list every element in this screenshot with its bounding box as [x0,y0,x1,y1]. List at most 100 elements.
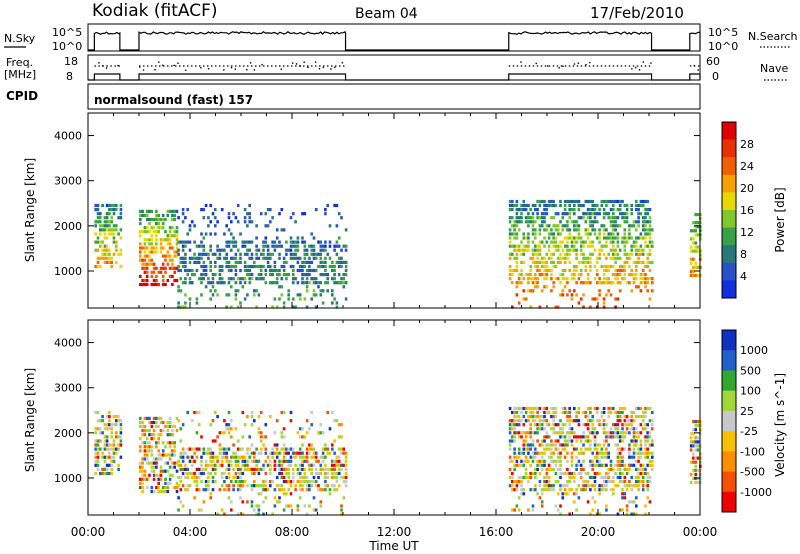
velocity-cell [269,463,272,467]
power-cell [520,260,523,264]
power-cell [646,212,649,216]
velocity-cell [577,463,581,467]
velocity-cell [621,410,624,415]
power-cell [605,203,608,208]
velocity-cell [694,424,697,428]
colorbar-swatch [722,431,736,452]
velocity-cell [148,461,151,465]
power-cell [563,244,567,248]
velocity-cell [161,485,165,490]
power-cell [508,228,512,232]
velocity-cell [696,424,700,428]
velocity-cell [630,484,633,488]
power-cell [96,256,100,260]
power-cell [534,208,537,212]
power-cell [319,248,323,252]
power-cell [179,256,183,260]
power-cell [632,244,636,248]
velocity-cell [173,465,176,469]
power-cell [616,297,620,301]
velocity-cell [552,419,555,423]
velocity-cell [612,431,615,435]
freq-label-2: [MHz] [4,68,36,81]
power-cell [188,228,192,232]
power-cell [161,238,165,242]
velocity-cell [623,475,627,480]
velocity-cell [568,512,571,516]
velocity-cell [550,459,553,463]
velocity-cell [179,427,183,431]
velocity-cell [591,451,594,455]
velocity-cell [333,475,336,480]
power-cell [115,260,118,264]
velocity-cell [625,484,629,488]
velocity-cell [694,448,697,452]
power-cell [577,273,581,277]
velocity-cell [651,410,654,415]
power-cell [579,203,583,208]
power-cell [625,256,629,260]
velocity-cell [179,480,183,484]
power-cell [200,252,203,256]
power-cell [155,282,158,287]
power-cell [600,281,604,285]
velocity-cell [552,459,555,463]
power-cell [538,268,542,273]
velocity-cell [522,423,526,427]
power-cell [243,277,247,281]
power-cell [220,264,224,269]
velocity-cell [227,431,231,435]
velocity-cell [575,447,578,451]
velocity-cell [186,455,189,459]
power-cell [623,240,627,244]
velocity-cell [538,443,542,447]
power-cell [628,256,631,260]
power-cell [522,277,526,281]
velocity-cell [239,475,242,480]
power-cell [211,281,215,285]
velocity-cell [550,451,553,455]
velocity-cell [589,488,592,492]
power-cell [605,256,608,260]
power-cell [522,236,526,240]
velocity-cell [319,471,323,476]
power-cell [563,236,567,240]
velocity-cell [513,480,516,484]
velocity-cell [621,471,624,476]
power-cell [303,273,307,277]
velocity-cell [181,455,185,459]
power-cell [614,228,617,232]
velocity-cell [303,459,307,463]
velocity-cell [529,443,532,447]
velocity-cell [280,431,284,435]
velocity-cell [635,435,638,439]
power-cell [694,265,697,269]
velocity-cell [689,436,693,440]
power-cell [164,270,167,274]
freq-scatter-point [558,67,560,69]
velocity-cell [148,441,151,445]
velocity-cell [534,406,537,411]
velocity-cell [264,488,268,492]
power-cell [517,277,521,281]
power-cell [214,208,217,212]
power-cell [264,273,268,277]
velocity-cell [103,439,107,443]
power-cell [108,224,111,228]
power-cell [266,208,270,212]
velocity-cell [321,431,325,435]
power-cell [308,244,311,248]
power-cell [529,216,532,220]
power-cell [303,240,307,244]
power-cell [175,230,179,234]
power-cell [96,260,100,264]
velocity-cell [618,480,622,484]
velocity-cell [632,500,636,504]
power-cell [513,220,516,224]
velocity-cell [623,435,627,439]
velocity-cell [515,463,519,467]
velocity-cell [344,463,348,467]
power-cell [644,273,647,277]
velocity-cell [630,427,633,431]
power-cell [321,244,325,248]
